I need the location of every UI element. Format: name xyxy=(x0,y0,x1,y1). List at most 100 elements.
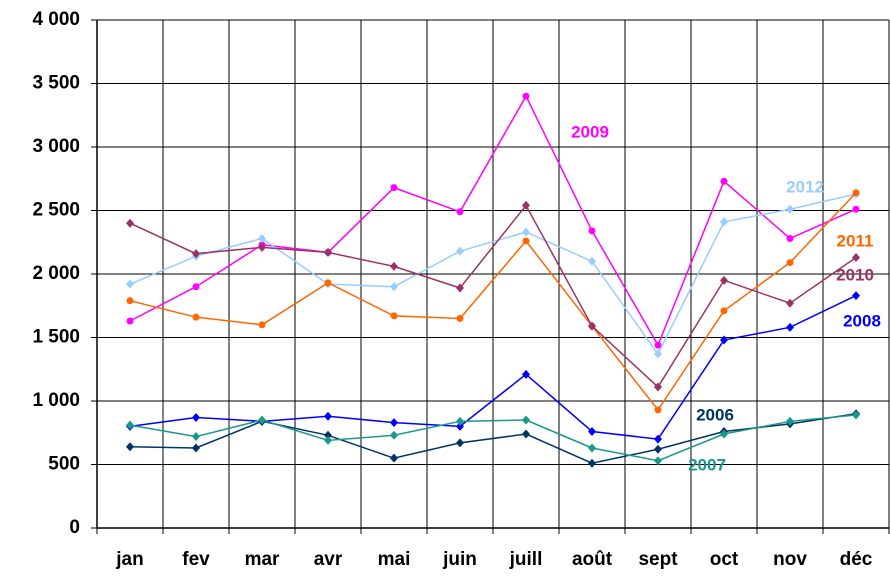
marker xyxy=(390,184,398,192)
y-tick-label: 0 xyxy=(69,517,80,538)
series-line xyxy=(129,192,857,412)
marker xyxy=(720,177,728,185)
marker xyxy=(786,322,794,332)
x-tick-label: juin xyxy=(442,549,477,570)
marker xyxy=(390,312,398,320)
marker xyxy=(126,279,134,289)
marker xyxy=(324,430,332,440)
series-line xyxy=(129,204,857,389)
series-line xyxy=(129,193,857,356)
marker xyxy=(588,256,596,266)
series-label: 2006 xyxy=(696,405,734,424)
marker xyxy=(852,205,860,213)
y-tick-label: 500 xyxy=(48,454,80,475)
y-tick-label: 3 500 xyxy=(32,73,80,94)
marker xyxy=(456,283,464,293)
marker xyxy=(588,458,596,468)
y-tick-label: 1 500 xyxy=(32,327,80,348)
marker xyxy=(654,456,662,466)
x-tick-label: mai xyxy=(378,549,411,570)
marker xyxy=(786,204,794,214)
marker xyxy=(456,246,464,256)
x-tick-label: jan xyxy=(115,549,143,570)
marker xyxy=(654,382,662,392)
marker xyxy=(522,227,530,237)
marker xyxy=(390,430,398,440)
series-line xyxy=(129,414,857,462)
marker xyxy=(258,242,266,252)
series-line xyxy=(129,94,857,347)
marker xyxy=(720,275,728,285)
marker xyxy=(192,413,200,423)
marker xyxy=(456,421,464,431)
marker xyxy=(456,208,464,216)
marker xyxy=(654,349,662,359)
marker xyxy=(786,416,794,426)
series-label: 2011 xyxy=(837,231,874,250)
series-label: 2010 xyxy=(836,265,874,284)
marker xyxy=(654,434,662,444)
marker xyxy=(522,92,530,100)
marker xyxy=(258,415,266,425)
series-label: 2007 xyxy=(688,455,726,474)
marker xyxy=(786,259,794,267)
x-tick-label: avr xyxy=(314,549,343,570)
marker xyxy=(786,234,794,242)
marker xyxy=(390,261,398,271)
x-tick-label: mar xyxy=(245,549,280,570)
y-tick-label: 2 500 xyxy=(32,200,80,221)
marker xyxy=(522,237,530,245)
series-label: 2008 xyxy=(843,311,881,330)
x-tick-label: juill xyxy=(509,549,543,570)
marker xyxy=(522,200,530,210)
marker xyxy=(324,247,332,257)
marker xyxy=(324,411,332,421)
marker xyxy=(522,415,530,425)
y-tick-label: 1 000 xyxy=(32,390,80,411)
marker xyxy=(852,252,860,262)
marker xyxy=(720,429,728,439)
marker xyxy=(192,283,200,291)
marker xyxy=(258,233,266,243)
marker xyxy=(126,442,134,452)
marker xyxy=(522,369,530,379)
marker xyxy=(720,217,728,227)
marker xyxy=(456,416,464,426)
x-tick-label: sept xyxy=(638,549,678,570)
x-tick-label: déc xyxy=(840,549,873,570)
x-tick-label: fev xyxy=(182,549,210,570)
marker xyxy=(192,313,200,321)
marker xyxy=(126,420,134,430)
x-tick-label: oct xyxy=(710,549,739,570)
marker xyxy=(522,429,530,439)
marker xyxy=(126,317,134,325)
marker xyxy=(192,432,200,442)
marker xyxy=(456,314,464,322)
x-tick-label: nov xyxy=(773,549,807,570)
marker xyxy=(588,426,596,436)
marker xyxy=(324,279,332,287)
marker xyxy=(852,189,860,197)
marker xyxy=(324,435,332,445)
series-label: 2012 xyxy=(786,177,824,196)
marker xyxy=(192,443,200,453)
marker xyxy=(786,298,794,308)
y-tick-label: 3 000 xyxy=(32,136,80,157)
marker xyxy=(192,249,200,259)
marker xyxy=(654,406,662,414)
series-label: 2009 xyxy=(571,122,609,141)
marker xyxy=(126,297,134,305)
marker xyxy=(258,321,266,329)
marker xyxy=(390,418,398,428)
marker xyxy=(390,453,398,463)
y-tick-label: 4 000 xyxy=(32,9,80,30)
marker xyxy=(588,321,596,331)
series-line xyxy=(129,412,857,465)
marker xyxy=(720,307,728,315)
x-tick-label: août xyxy=(572,549,613,570)
marker xyxy=(852,410,860,420)
marker xyxy=(654,444,662,454)
marker xyxy=(126,218,134,228)
marker xyxy=(390,282,398,292)
